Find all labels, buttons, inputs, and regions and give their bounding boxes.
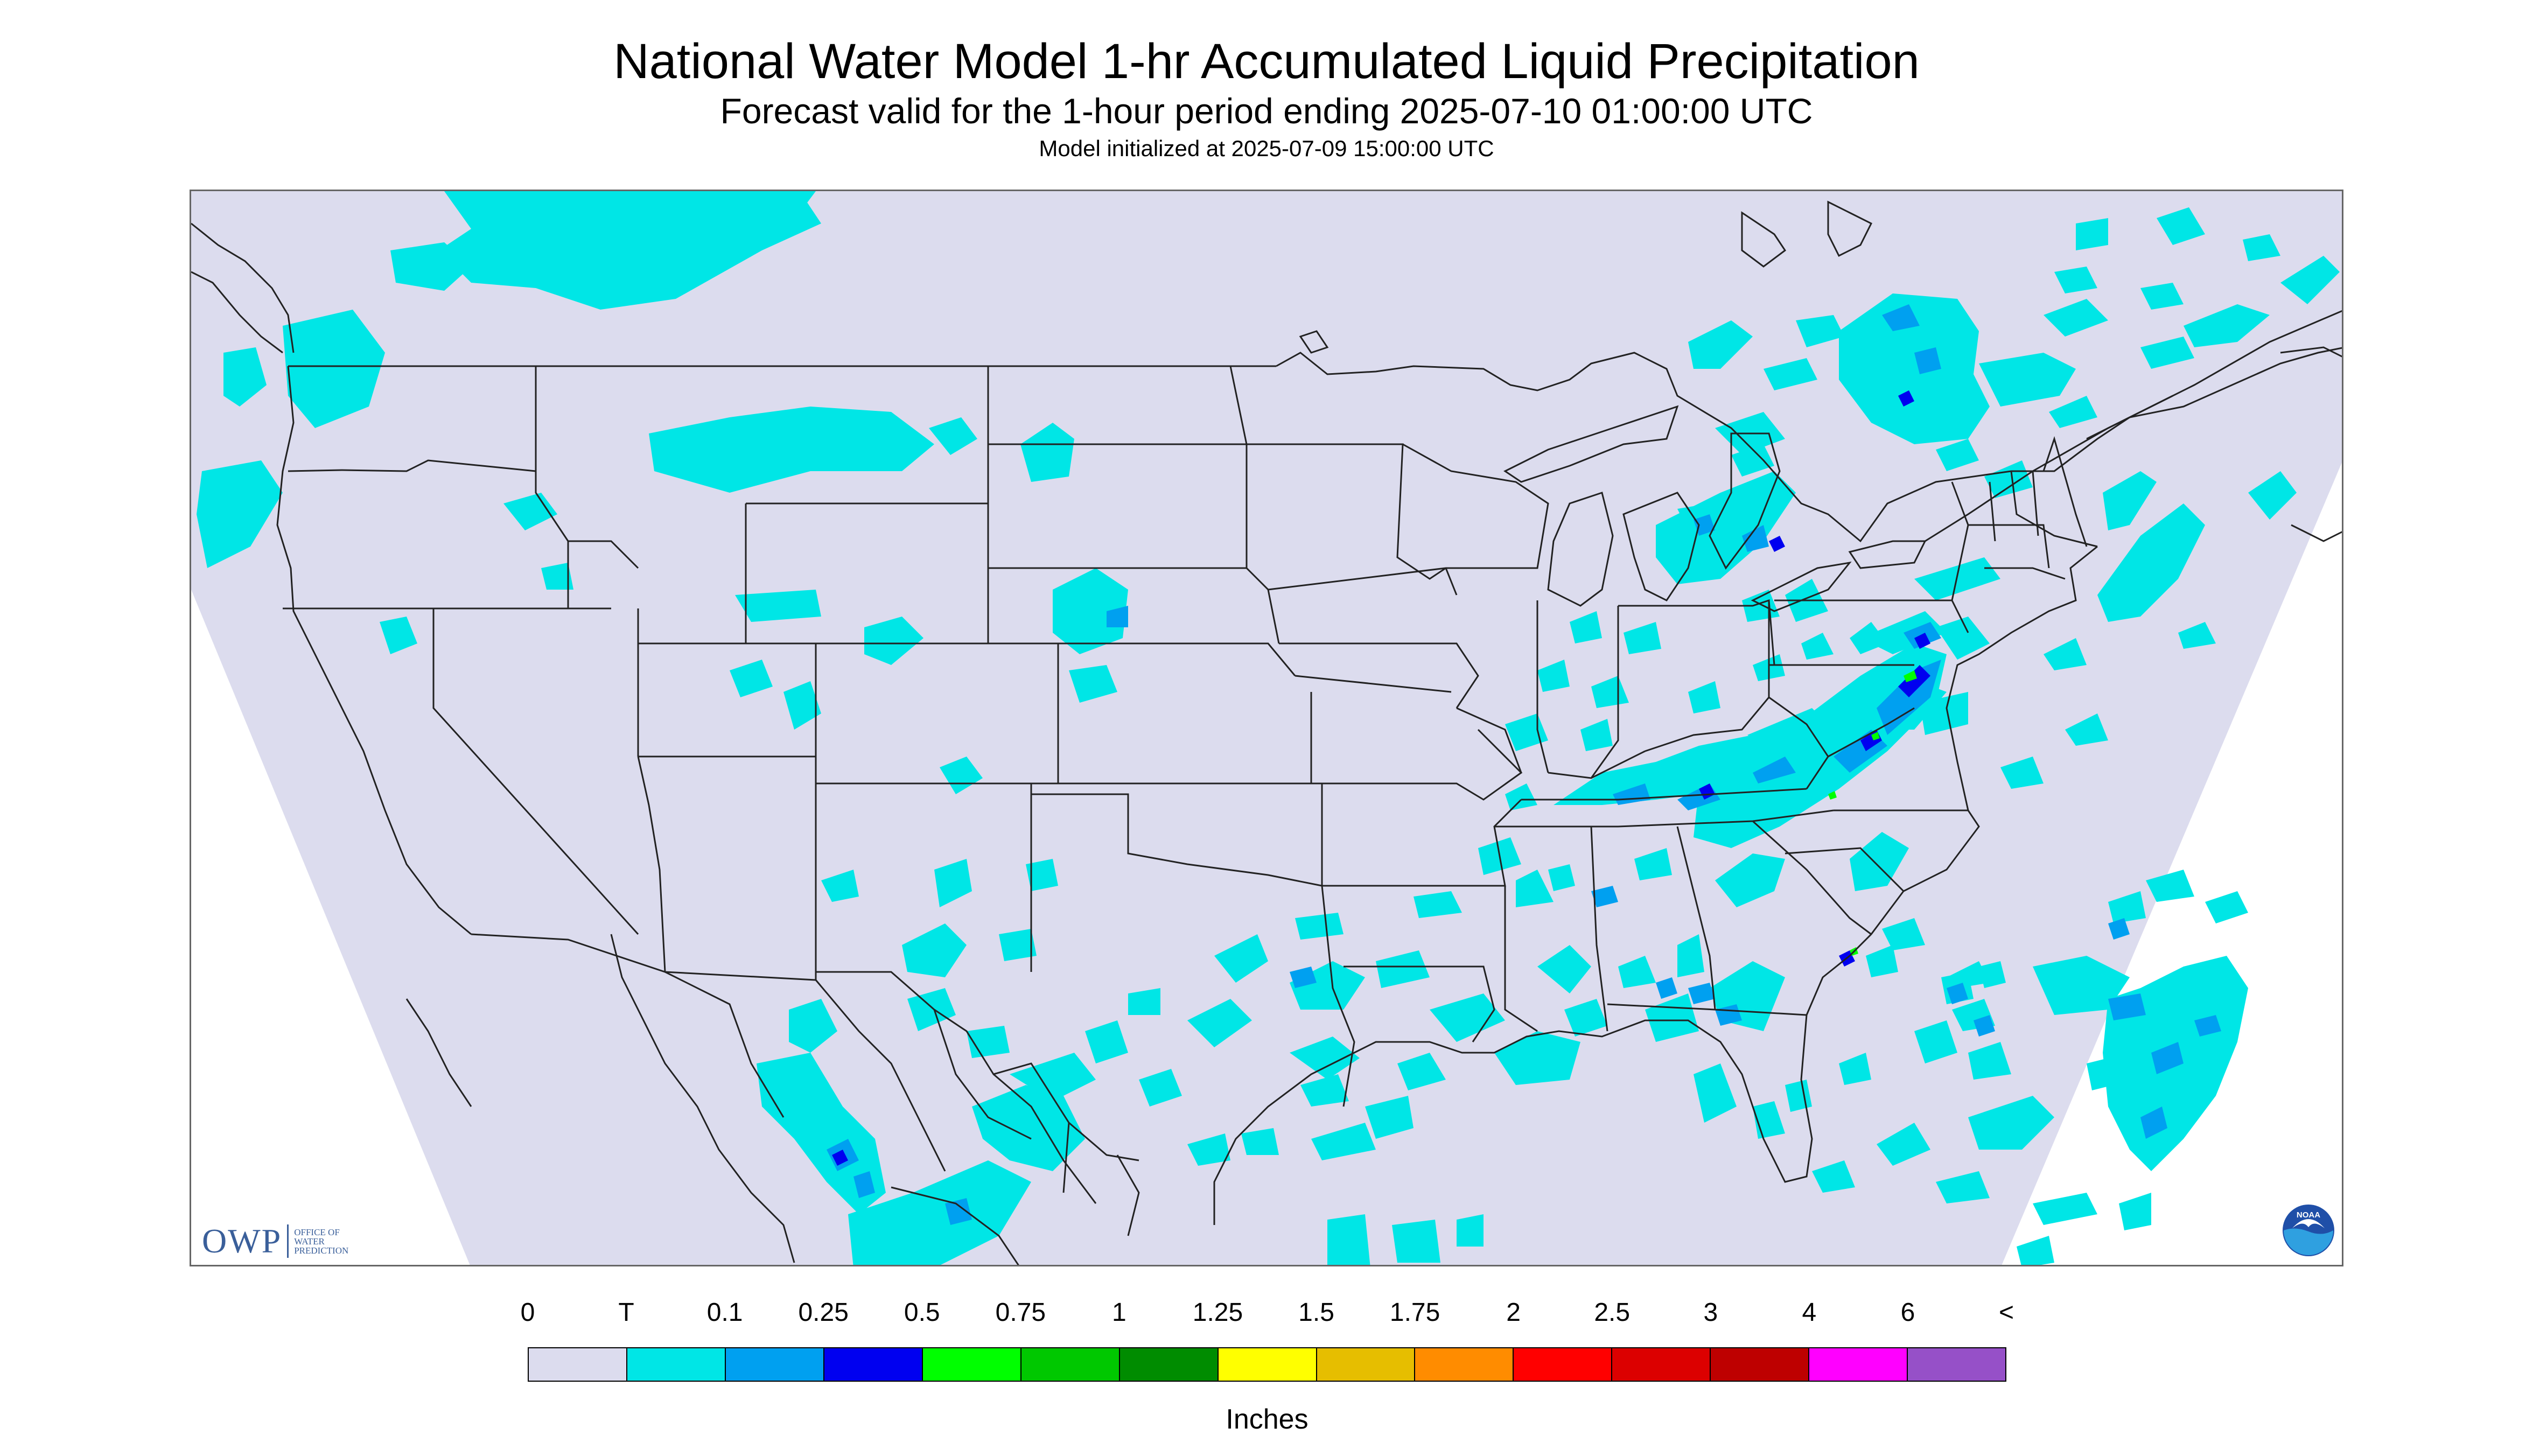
owp-logo-line-1: OFFICE OF bbox=[294, 1227, 340, 1237]
legend-tick-label: 0 bbox=[520, 1298, 535, 1327]
owp-logo: OWP OFFICE OF WATER PREDICTION bbox=[202, 1222, 380, 1260]
legend-tick-label: < bbox=[1998, 1298, 2014, 1327]
legend-swatch bbox=[1612, 1348, 1711, 1381]
owp-logo-letters: OWP bbox=[202, 1222, 282, 1260]
map-canvas bbox=[191, 191, 2342, 1265]
legend-tick-label: 0.75 bbox=[995, 1298, 1046, 1327]
noaa-logo-text: NOAA bbox=[2297, 1210, 2320, 1220]
legend-tick-label: 3 bbox=[1703, 1298, 1718, 1327]
legend-tick-label: 1 bbox=[1112, 1298, 1126, 1327]
owp-logo-divider bbox=[287, 1224, 289, 1258]
legend-tick-label: 0.1 bbox=[706, 1298, 743, 1327]
precip-legend: 0 T 0.1 0.25 0.5 0.75 1 1.25 1.5 1.75 2 2.5 3 4 6 < Inc… bbox=[521, 1298, 2014, 1443]
precip-trace-areas bbox=[197, 191, 2340, 1265]
legend-tick-label: 2.5 bbox=[1594, 1298, 1631, 1327]
legend-tick-label: 4 bbox=[1802, 1298, 1817, 1327]
model-init-time: Model initialized at 2025-07-09 15:00:00… bbox=[1039, 136, 1494, 161]
legend-swatch bbox=[1021, 1348, 1120, 1381]
legend-swatch bbox=[1809, 1348, 1908, 1381]
owp-logo-subtitle: OFFICE OF WATER PREDICTION bbox=[294, 1228, 380, 1255]
legend-tick-label: 1.25 bbox=[1192, 1298, 1243, 1327]
legend-swatch bbox=[1415, 1348, 1514, 1381]
precipitation-map: OWP OFFICE OF WATER PREDICTION NOAA bbox=[190, 190, 2343, 1266]
legend-unit-label: Inches bbox=[1226, 1404, 1309, 1435]
legend-tick-label: 0.5 bbox=[904, 1298, 940, 1327]
owp-logo-line-2: WATER bbox=[294, 1236, 325, 1247]
owp-logo-line-3: PREDICTION bbox=[294, 1245, 349, 1256]
legend-tick-label: 6 bbox=[1900, 1298, 1915, 1327]
legend-swatch bbox=[1317, 1348, 1416, 1381]
legend-tick-labels: 0 T 0.1 0.25 0.5 0.75 1 1.25 1.5 1.75 2 2.5 3 4 6 < bbox=[521, 1298, 2014, 1335]
legend-swatch bbox=[1218, 1348, 1317, 1381]
noaa-logo: NOAA bbox=[2283, 1205, 2334, 1256]
legend-tick-label: 1.75 bbox=[1389, 1298, 1440, 1327]
legend-swatch bbox=[1711, 1348, 1810, 1381]
precip-heavy-areas bbox=[1828, 670, 1917, 956]
legend-swatch bbox=[922, 1348, 1021, 1381]
legend-swatch bbox=[1514, 1348, 1613, 1381]
state-boundaries bbox=[191, 200, 2342, 1265]
legend-tick-label: 0.25 bbox=[798, 1298, 849, 1327]
legend-swatch bbox=[1908, 1348, 2006, 1381]
legend-tick-label: T bbox=[618, 1298, 634, 1327]
legend-tick-label: 1.5 bbox=[1298, 1298, 1334, 1327]
legend-swatch bbox=[725, 1348, 824, 1381]
legend-swatch bbox=[627, 1348, 726, 1381]
map-title: National Water Model 1-hr Accumulated Li… bbox=[613, 34, 1920, 89]
map-subtitle: Forecast valid for the 1-hour period end… bbox=[720, 91, 1813, 131]
legend-swatch bbox=[824, 1348, 923, 1381]
legend-swatch bbox=[529, 1348, 627, 1381]
legend-swatch bbox=[1119, 1348, 1219, 1381]
legend-tick-label: 2 bbox=[1506, 1298, 1521, 1327]
legend-color-bar bbox=[528, 1347, 2006, 1382]
